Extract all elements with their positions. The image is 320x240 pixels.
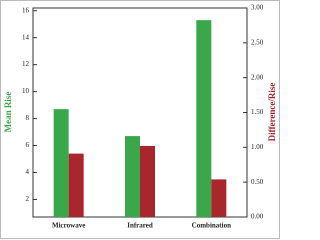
bar xyxy=(68,153,84,217)
y2-axis-label: Difference/Rise xyxy=(267,83,277,142)
bar xyxy=(211,179,227,217)
y-tick-label: 16 xyxy=(22,6,30,14)
y2-tick-label: 2.00 xyxy=(251,73,264,81)
x-tick-label: Microwave xyxy=(52,222,85,230)
chart: Mean Rise Difference/Rise 2 4 6 8 10 12 14 16 0.… xyxy=(0,0,280,239)
y2-tick-label: 1.50 xyxy=(251,108,264,116)
y2-tick-label: 1.00 xyxy=(251,143,264,151)
y2-tick-label: 0.50 xyxy=(251,178,264,186)
frame xyxy=(0,0,280,239)
y-tick-label: 6 xyxy=(26,141,30,149)
x-tick-label: Combination xyxy=(192,222,231,230)
bar xyxy=(125,136,140,217)
y-tick-label: 10 xyxy=(22,87,30,95)
bar xyxy=(53,109,69,217)
y-tick-label: 12 xyxy=(22,60,30,68)
y2-tick-label: 0.00 xyxy=(251,213,264,221)
y-tick-label: 4 xyxy=(26,168,30,176)
y-axis-label: Mean Rise xyxy=(3,92,13,133)
y-tick-label: 14 xyxy=(22,33,30,41)
x-tick-label: Infrared xyxy=(127,222,153,230)
bar xyxy=(140,145,155,217)
y-tick-label: 2 xyxy=(26,195,30,203)
y-tick-label: 8 xyxy=(26,114,30,122)
y2-tick-label: 2.50 xyxy=(251,38,264,46)
y2-tick-label: 3.00 xyxy=(251,4,264,12)
bar xyxy=(196,20,212,218)
